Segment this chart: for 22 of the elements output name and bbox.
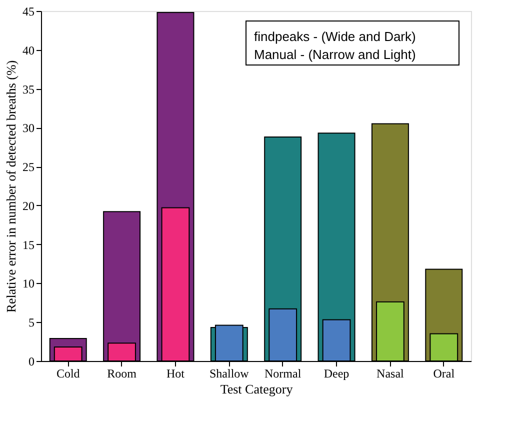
annotation: findpeaks - (Wide and Dark): [254, 29, 416, 44]
x-tick-label: Deep: [324, 366, 350, 380]
x-tick-label: Cold: [56, 366, 80, 380]
x-axis-title: Test Category: [220, 382, 294, 396]
y-tick-label: 20: [22, 198, 34, 213]
y-tick-label: 5: [28, 316, 34, 330]
y-tick-label: 10: [22, 276, 34, 291]
x-tick-label: Hot: [166, 366, 186, 380]
y-axis-title: Relative error in number of detected breaths (%): [4, 60, 18, 313]
y-tick-label: 0: [28, 354, 34, 368]
x-tick-label: Nasal: [376, 366, 405, 380]
x-tick-label: Normal: [264, 366, 302, 380]
x-tick-label: Room: [107, 366, 138, 380]
y-tick-label: 45: [22, 4, 34, 18]
x-tick-label: Shallow: [209, 366, 250, 380]
annotation: Manual - (Narrow and Light): [254, 47, 416, 62]
y-tick-label: 40: [22, 43, 34, 58]
x-tick-label: Oral: [433, 366, 456, 380]
y-tick-label: 25: [22, 160, 34, 174]
y-tick-label: 30: [22, 121, 34, 136]
y-tick-label: 35: [22, 82, 34, 96]
y-tick-label: 15: [22, 238, 34, 252]
